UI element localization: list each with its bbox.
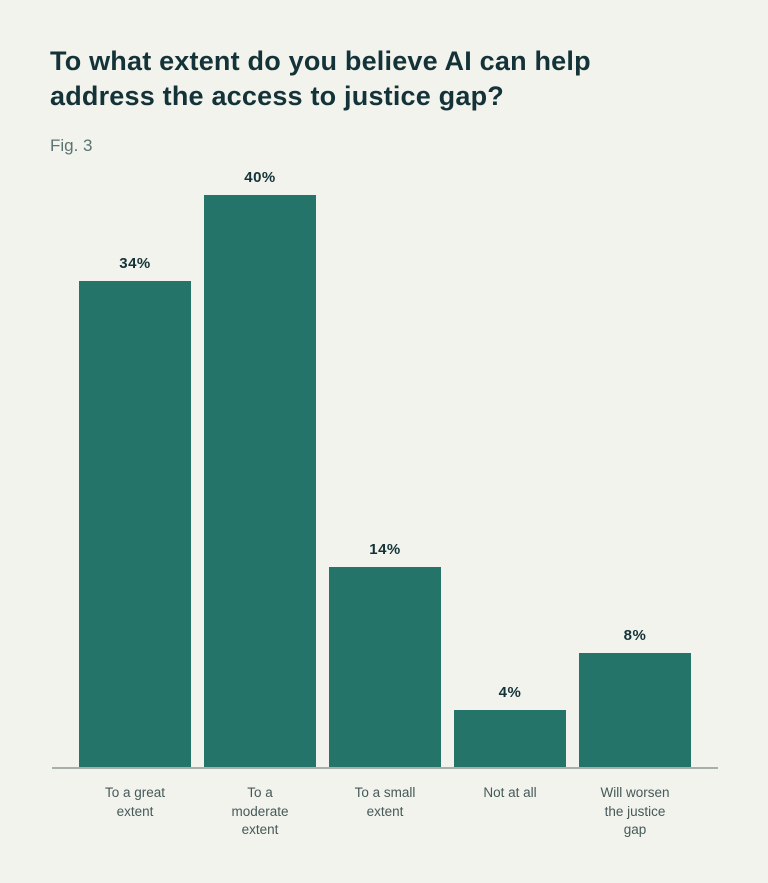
bar-column: 34%	[79, 255, 191, 767]
bar-column: 8%	[579, 627, 691, 767]
chart-title: To what extent do you believe AI can hel…	[50, 46, 591, 111]
figure-label: Fig. 3	[50, 136, 93, 155]
bar-column: 40%	[204, 169, 316, 767]
bar-value-label: 8%	[623, 627, 647, 644]
bar-value-label: 40%	[244, 169, 276, 186]
bar-value-label: 4%	[498, 684, 522, 701]
bar	[204, 195, 316, 767]
bar	[329, 567, 441, 767]
bar-column: 4%	[454, 684, 566, 767]
category-label: Will worsen the justice gap	[600, 785, 670, 837]
category-axis: To a great extent To a moderate extent T…	[52, 784, 718, 840]
plot-area: 34% 40% 14% 4% 8%	[52, 169, 718, 769]
bar-chart: 34% 40% 14% 4% 8% To a great extent T	[52, 169, 718, 840]
bar	[79, 281, 191, 767]
bar	[454, 710, 566, 767]
category-label: To a great extent	[104, 785, 166, 819]
category-label: Not at all	[483, 785, 537, 800]
bar	[579, 653, 691, 767]
bar-value-label: 34%	[119, 255, 151, 272]
bar-column: 14%	[329, 541, 441, 767]
category-label: To a small extent	[354, 785, 416, 819]
bar-value-label: 14%	[369, 541, 401, 558]
category-label: To a moderate extent	[231, 785, 289, 837]
